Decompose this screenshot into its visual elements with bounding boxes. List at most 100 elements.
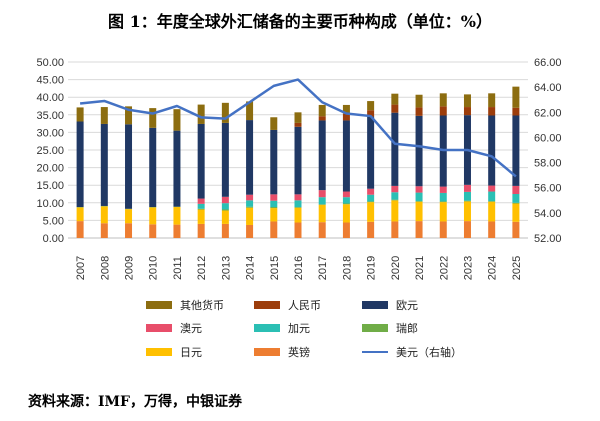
bar-segment bbox=[512, 86, 520, 108]
legend-label: 英镑 bbox=[288, 345, 310, 359]
x-tick-label: 2023 bbox=[462, 256, 474, 280]
bar-segment bbox=[488, 107, 496, 116]
bar-segment bbox=[463, 107, 471, 116]
right-tick-label: 64.00 bbox=[534, 82, 562, 94]
x-tick-label: 2020 bbox=[390, 256, 402, 280]
bar-segment bbox=[270, 200, 278, 208]
bar-segment bbox=[197, 104, 205, 124]
legend-swatch bbox=[146, 348, 172, 356]
bar-segment bbox=[173, 109, 181, 131]
legend-label: 日元 bbox=[180, 346, 202, 359]
left-tick-label: 45.00 bbox=[36, 75, 64, 87]
chart-title: 图 1：年度全球外汇储备的主要币种构成（单位：%） bbox=[108, 12, 492, 31]
x-tick-label: 2024 bbox=[487, 256, 499, 280]
bar-segment bbox=[463, 94, 471, 108]
bar-segment bbox=[488, 201, 496, 222]
bar-segment bbox=[391, 104, 399, 113]
bar-segment bbox=[221, 209, 229, 211]
x-tick-label: 2007 bbox=[75, 256, 87, 280]
bar-segment bbox=[342, 120, 350, 192]
bar-segment bbox=[415, 221, 423, 238]
stacked-bar-line-chart: 0.00 5.00 10.00 15.00 20.00 25.00 30.00 35.00 40… bbox=[36, 57, 562, 359]
bar-segment bbox=[367, 116, 375, 189]
left-tick-label: 25.00 bbox=[36, 145, 64, 157]
bar-segment bbox=[76, 221, 84, 238]
x-tick-label: 2011 bbox=[172, 256, 184, 280]
bar-segment bbox=[367, 221, 375, 238]
legend-swatch bbox=[254, 348, 280, 356]
x-tick-label: 2025 bbox=[511, 256, 523, 280]
bar-segment bbox=[173, 207, 181, 225]
bar-segment bbox=[342, 113, 350, 121]
bar-segment bbox=[488, 201, 496, 202]
bar-segment bbox=[100, 123, 108, 206]
bar-segment bbox=[270, 221, 278, 238]
bar-segment bbox=[439, 186, 447, 193]
bar-segment bbox=[318, 204, 326, 205]
bar-segment bbox=[512, 185, 520, 194]
bar-segment bbox=[512, 194, 520, 203]
bar-segment bbox=[342, 203, 350, 205]
bar-segment bbox=[415, 201, 423, 222]
bar-segment bbox=[246, 120, 254, 195]
legend-label: 美元（右轴） bbox=[396, 345, 462, 359]
bar-segment bbox=[367, 194, 375, 202]
legend-swatch bbox=[254, 301, 280, 309]
bar-segment bbox=[488, 191, 496, 202]
left-tick-label: 0.00 bbox=[43, 233, 64, 245]
bar-segment bbox=[221, 122, 229, 197]
bar-segment bbox=[415, 192, 423, 202]
bar-segment bbox=[318, 222, 326, 238]
bar-segment bbox=[367, 201, 375, 203]
bar-segment bbox=[439, 201, 447, 203]
bar-segment bbox=[197, 208, 205, 210]
bar-segment bbox=[125, 106, 133, 125]
x-tick-label: 2016 bbox=[293, 256, 305, 280]
x-tick-label: 2010 bbox=[148, 256, 160, 280]
bar-segment bbox=[221, 210, 229, 224]
bar-segment bbox=[221, 203, 229, 210]
right-tick-label: 66.00 bbox=[534, 57, 562, 69]
bar-segment bbox=[149, 108, 157, 128]
bar-segment bbox=[342, 104, 350, 114]
bar-segment bbox=[391, 200, 399, 222]
bar-segment bbox=[246, 194, 254, 201]
left-tick-label: 35.00 bbox=[36, 110, 64, 122]
bar-segment bbox=[488, 115, 496, 186]
legend-label: 瑞郎 bbox=[396, 321, 418, 335]
bar-segment bbox=[367, 101, 375, 111]
legend-swatch bbox=[254, 324, 280, 332]
x-tick-label: 2008 bbox=[99, 256, 111, 280]
bar-segment bbox=[149, 207, 157, 225]
bar-segment bbox=[391, 185, 399, 193]
left-tick-label: 20.00 bbox=[36, 163, 64, 175]
bar-segment bbox=[512, 203, 520, 222]
bar-segment bbox=[391, 93, 399, 105]
usd-line-path bbox=[79, 78, 517, 178]
x-tick-label: 2012 bbox=[196, 256, 208, 280]
x-tick-label: 2009 bbox=[124, 256, 136, 280]
bar-segment bbox=[125, 124, 133, 209]
bar-segment bbox=[415, 115, 423, 187]
legend-label: 欧元 bbox=[396, 299, 418, 312]
bar-segment bbox=[149, 127, 157, 208]
bar-segment bbox=[197, 223, 205, 238]
bar-segment bbox=[294, 207, 302, 208]
bar-segment bbox=[246, 207, 254, 225]
left-tick-label: 5.00 bbox=[43, 215, 64, 227]
left-tick-label: 40.00 bbox=[36, 92, 64, 104]
bar-segment bbox=[415, 186, 423, 193]
bar-segment bbox=[246, 206, 254, 208]
bar-segment bbox=[125, 223, 133, 238]
bar-segment bbox=[439, 202, 447, 222]
bar-segment bbox=[512, 115, 520, 186]
x-tick-label: 2022 bbox=[438, 256, 450, 280]
bar-segment bbox=[415, 201, 423, 202]
bar-segment bbox=[463, 200, 471, 202]
bar-segment bbox=[318, 190, 326, 198]
bar-segment bbox=[125, 209, 133, 224]
bar-segment bbox=[270, 117, 278, 130]
bar-segment bbox=[197, 209, 205, 224]
x-tick-label: 2015 bbox=[269, 256, 281, 280]
